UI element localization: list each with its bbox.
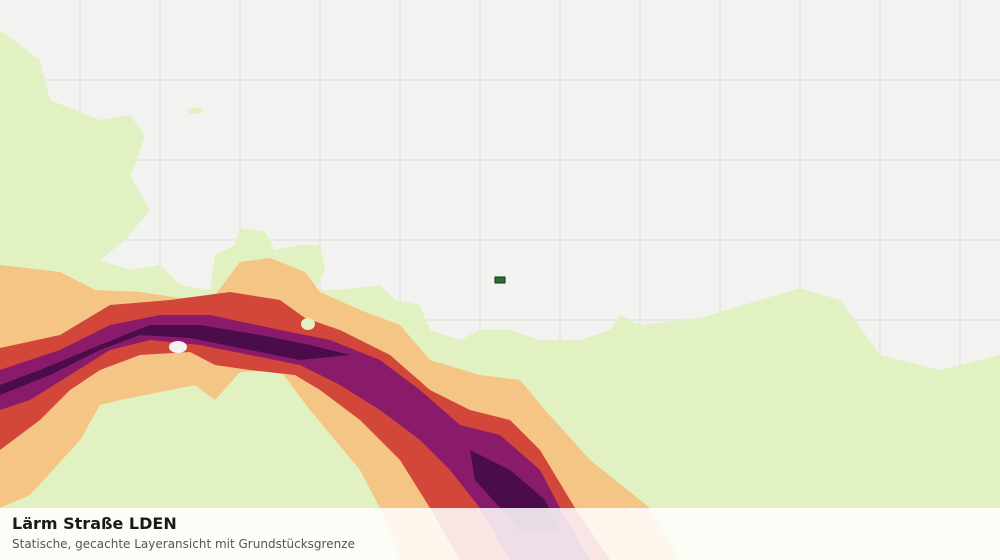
noise-patch	[187, 108, 203, 114]
info-panel: Lärm Straße LDEN Statische, gecachte Lay…	[0, 508, 1000, 560]
noise-zone-high	[0, 292, 610, 560]
noise-gap	[169, 341, 187, 353]
parcel-boundary	[494, 276, 506, 284]
layer-title: Lärm Straße LDEN	[12, 514, 177, 533]
noise-zone-extreme	[0, 325, 350, 395]
noise-zone-low	[0, 30, 1000, 560]
layer-subtitle: Statische, gecachte Layeransicht mit Gru…	[12, 537, 355, 551]
noise-gap	[301, 318, 315, 330]
